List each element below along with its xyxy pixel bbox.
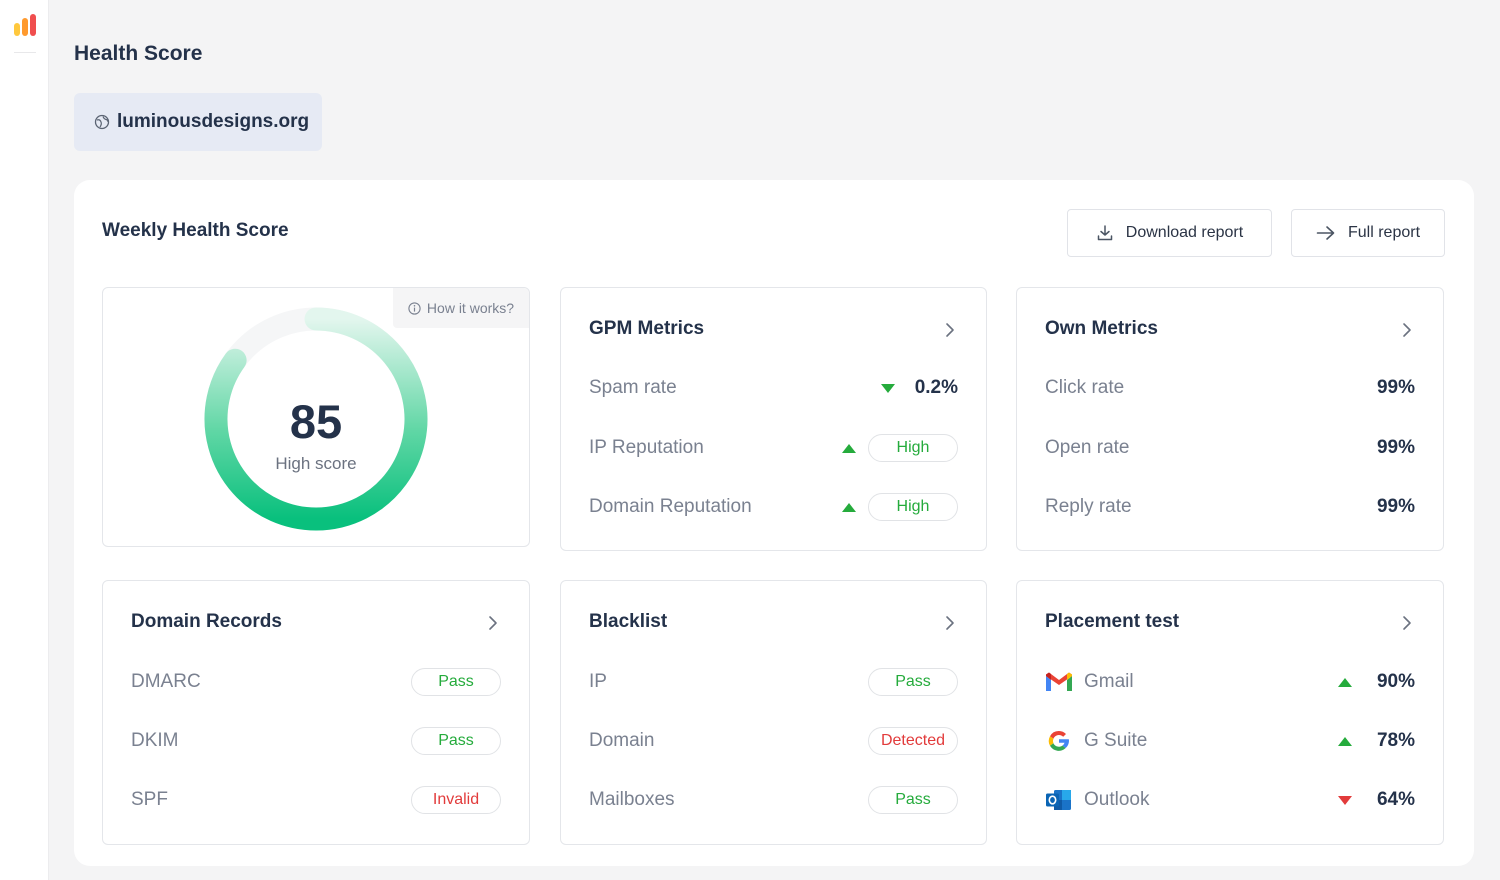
record-row-spf: SPF Invalid [131,784,501,816]
placement-label: G Suite [1084,730,1148,751]
download-report-button[interactable]: Download report [1067,209,1272,257]
record-label: DKIM [131,730,179,751]
sidebar-divider [14,52,36,53]
weekly-health-panel: Weekly Health Score Download report Full… [74,180,1474,866]
placement-test-card[interactable]: Placement test Gmail 90% G Suite [1016,580,1444,845]
metric-value: 0.2% [914,377,958,398]
gauge-arc [204,307,428,531]
arrow-right-icon [1316,226,1335,240]
status-badge: Pass [868,786,958,814]
metric-label: IP Reputation [589,437,704,458]
card-title: Domain Records [131,611,282,632]
blacklist-card[interactable]: Blacklist IP Pass Domain Detected Mailbo… [560,580,987,845]
page-title: Health Score [74,42,203,65]
status-badge: High [868,434,958,462]
metric-row-spam-rate: Spam rate 0.2% [589,372,958,404]
outlook-icon [1046,790,1071,810]
chevron-right-icon[interactable] [487,614,499,632]
blacklist-row-ip: IP Pass [589,666,958,698]
metric-label: Open rate [1045,437,1130,458]
trend-up-icon [1337,677,1352,687]
record-label: DMARC [131,671,201,692]
metric-row-ip-reputation: IP Reputation High [589,432,958,464]
blacklist-row-domain: Domain Detected [589,725,958,757]
record-label: SPF [131,789,168,810]
full-report-label: Full report [1347,224,1421,241]
placement-value: 64% [1376,789,1415,810]
placement-label: Outlook [1084,789,1150,810]
record-row-dkim: DKIM Pass [131,725,501,757]
blacklist-row-mailboxes: Mailboxes Pass [589,784,958,816]
chevron-right-icon[interactable] [944,321,956,339]
status-badge: Pass [411,668,501,696]
placement-row-outlook: Outlook 64% [1045,784,1415,816]
status-badge: Detected [868,727,958,755]
placement-row-gsuite: G Suite 78% [1045,725,1415,757]
status-badge: Pass [411,727,501,755]
chevron-right-icon[interactable] [1401,321,1413,339]
info-icon [408,301,421,315]
chevron-right-icon[interactable] [1401,614,1413,632]
score-label: High score [275,454,357,473]
metric-label: Domain Reputation [589,496,752,517]
full-report-button[interactable]: Full report [1291,209,1445,257]
placement-value: 90% [1376,671,1415,692]
trend-up-icon [842,443,856,453]
metric-label: Spam rate [589,377,677,398]
globe-icon [94,114,110,130]
card-title: Own Metrics [1045,318,1158,339]
gmail-icon [1046,672,1072,691]
metric-row-open-rate: Open rate 99% [1045,432,1415,464]
placement-label: Gmail [1084,671,1134,692]
score-gauge: 85 High score [203,306,429,532]
trend-down-icon [1337,795,1352,805]
metric-row-domain-reputation: Domain Reputation High [589,491,958,523]
domain-records-card[interactable]: Domain Records DMARC Pass DKIM Pass SPF … [102,580,530,845]
metric-row-reply-rate: Reply rate 99% [1045,491,1415,523]
gpm-metrics-card[interactable]: GPM Metrics Spam rate 0.2% IP Reputation… [560,287,987,551]
download-report-label: Download report [1125,224,1244,241]
domain-name: luminousdesigns.org [117,111,310,132]
own-metrics-card[interactable]: Own Metrics Click rate 99% Open rate 99%… [1016,287,1444,551]
metric-label: Reply rate [1045,496,1132,517]
metric-value: 99% [1376,496,1415,517]
domain-selector[interactable]: luminousdesigns.org [74,93,322,151]
card-title: Blacklist [589,611,668,632]
metric-row-click-rate: Click rate 99% [1045,372,1415,404]
blacklist-label: Mailboxes [589,789,675,810]
status-badge: Pass [868,668,958,696]
how-it-works-link[interactable]: How it works? [393,288,529,328]
card-title: Placement test [1045,611,1180,632]
score-value: 85 [289,395,343,448]
record-row-dmarc: DMARC Pass [131,666,501,698]
panel-title: Weekly Health Score [102,220,289,241]
trend-up-icon [842,502,856,512]
how-it-works-label: How it works? [426,300,515,316]
status-badge: Invalid [411,786,501,814]
blacklist-label: Domain [589,730,655,751]
sidebar [0,0,49,880]
download-icon [1097,225,1113,241]
status-badge: High [868,493,958,521]
placement-row-gmail: Gmail 90% [1045,666,1415,698]
app-logo-icon[interactable] [14,14,36,38]
trend-down-icon [880,383,895,393]
chevron-right-icon[interactable] [944,614,956,632]
metric-label: Click rate [1045,377,1125,398]
metric-value: 99% [1376,377,1415,398]
metric-value: 99% [1376,437,1415,458]
blacklist-label: IP [589,671,607,692]
google-icon [1048,730,1069,751]
score-card: How it works? 85 High score [102,287,530,547]
trend-up-icon [1337,736,1352,746]
placement-value: 78% [1376,730,1415,751]
card-title: GPM Metrics [589,318,705,339]
